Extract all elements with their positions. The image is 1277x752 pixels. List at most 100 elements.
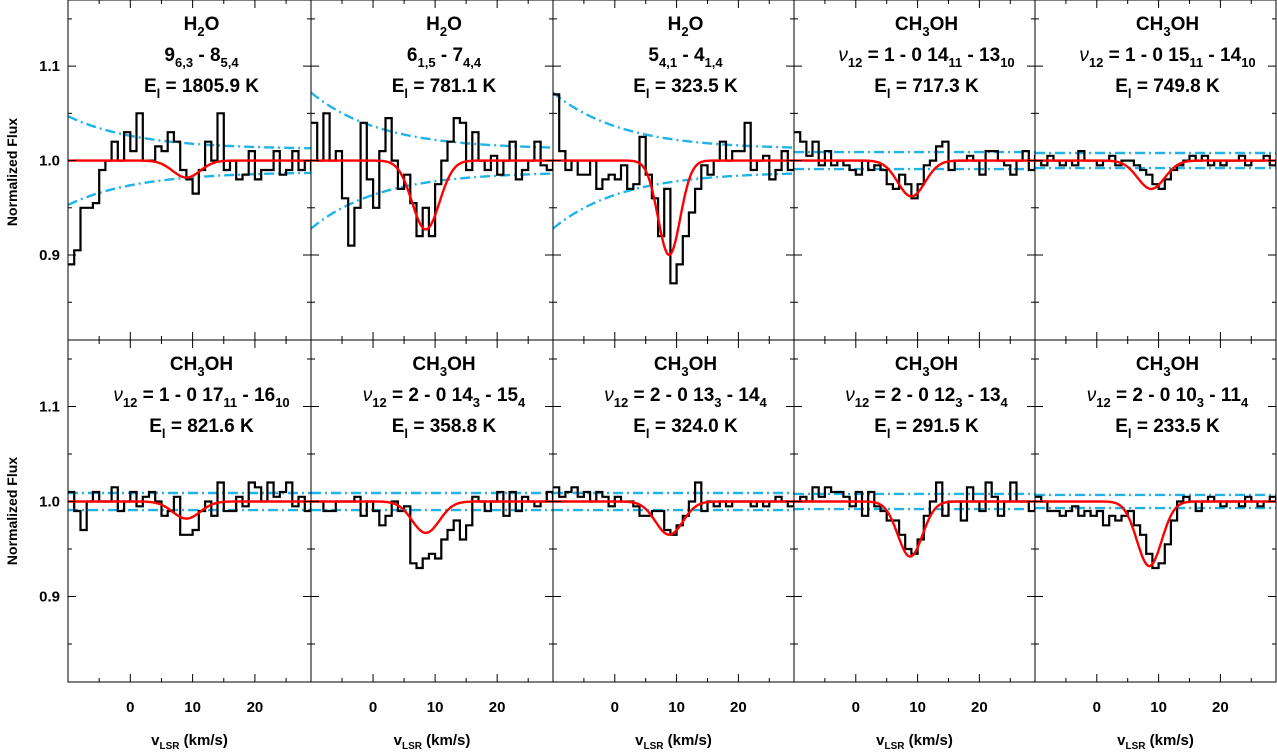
x-label-sub: LSR — [1125, 741, 1146, 752]
panel-title-line-2: ν12​ = 2 - 0 103​ - 114​ — [1087, 385, 1249, 410]
gaussian-fit — [68, 159, 311, 179]
panel-title-line-3: El​ = 233.5 K — [1115, 416, 1220, 441]
subscript: 4 — [760, 395, 768, 410]
ticks — [311, 0, 553, 340]
subscript: 2 — [197, 24, 204, 39]
title-segment: = 2 - 0 13 — [628, 385, 714, 406]
panel-title-line-1: CH3​OH — [412, 354, 475, 379]
title-segment: 5 — [648, 45, 659, 66]
x-label-sub: LSR — [402, 741, 423, 752]
title-segment: - 13 — [963, 385, 1001, 406]
ticks — [794, 340, 1035, 682]
title-segment: - 4 — [677, 45, 705, 66]
title-segment: - 8 — [193, 45, 220, 66]
panel-title-line-1: CH3​OH — [895, 354, 958, 379]
y-axis-label-bottom: Normalized Flux — [4, 457, 20, 565]
gaussian-fit — [1035, 500, 1276, 568]
gaussian-fit — [311, 159, 553, 231]
observed-spectrum — [311, 490, 553, 570]
x-label-main: v — [1117, 732, 1126, 749]
title-segment: - 7 — [436, 45, 463, 66]
panel-3: CH3​OH ν12​ = 1 - 0 1411​ - 1310​ El​ = 71… — [794, 0, 1035, 340]
plot-area — [794, 131, 1035, 200]
y-tick-label: 1.1 — [39, 399, 60, 416]
title-segment: = 291.5 K — [891, 416, 979, 437]
plot-area — [1035, 150, 1276, 191]
ticks — [553, 340, 794, 682]
title-segment: CH — [1136, 354, 1163, 375]
ticks — [68, 340, 311, 682]
subscript: 4,1 — [659, 55, 677, 70]
title-segment: E — [874, 76, 887, 97]
noise-envelope-lower — [553, 172, 794, 230]
ticks — [311, 340, 553, 682]
panel-title-line-1: CH3​OH — [1136, 354, 1199, 379]
subscript: l — [1128, 86, 1132, 101]
x-label-sub: LSR — [159, 741, 180, 752]
subscript: 3 — [1163, 364, 1170, 379]
title-segment: = 2 - 0 14 — [387, 385, 474, 406]
panel-title-line-3: El​ = 821.6 K — [149, 416, 254, 441]
panel-9: CH3​OH ν12​ = 2 - 0 103​ - 114​ El​ = 233.… — [1035, 340, 1276, 682]
subscript: 12 — [1096, 395, 1110, 410]
title-segment: = 323.5 K — [650, 76, 738, 97]
title-segment: = 233.5 K — [1132, 416, 1220, 437]
panel-title-line-2: ν12​ = 2 - 0 133​ - 144​ — [604, 385, 767, 410]
panel-title-line-3: El​ = 717.3 K — [874, 76, 979, 101]
x-label-unit: (km/s) — [1145, 732, 1193, 749]
x-tick-label: 0 — [126, 699, 134, 716]
title-segment: CH — [170, 354, 197, 375]
panel-2: H2​O 54,1​ - 41,4​ El​ = 323.5 K — [553, 0, 794, 340]
subscript: 12 — [123, 395, 137, 410]
panel-title-line-1: CH3​OH — [895, 14, 958, 39]
observed-spectrum — [68, 481, 311, 536]
subscript: 12 — [372, 395, 386, 410]
observed-spectrum — [553, 481, 794, 536]
title-segment: E — [633, 76, 646, 97]
title-segment: H — [184, 14, 198, 35]
title-segment: = 717.3 K — [891, 76, 979, 97]
subscript: 11 — [223, 395, 237, 410]
plot-area — [311, 91, 553, 247]
x-tick-label: 0 — [852, 699, 860, 716]
subscript: l — [646, 426, 650, 441]
x-tick-label: 10 — [184, 699, 201, 716]
subscript: 3 — [714, 395, 721, 410]
x-label-unit: (km/s) — [422, 732, 470, 749]
subscript: 6,3 — [175, 55, 193, 70]
y-axis-label-top: Normalized Flux — [4, 118, 20, 226]
x-axis-label: vLSR (km/s) — [394, 732, 471, 752]
subscript: 3 — [197, 364, 204, 379]
panel-title-line-3: El​ = 291.5 K — [874, 416, 979, 441]
plot-area — [794, 481, 1035, 558]
panel-title-line-1: CH3​OH — [654, 354, 717, 379]
title-segment: E — [633, 416, 646, 437]
subscript: 3 — [1163, 24, 1170, 39]
observed-spectrum — [68, 112, 311, 266]
plot-area — [311, 490, 553, 570]
title-segment: - 11 — [1204, 385, 1241, 406]
title-segment: OH — [205, 354, 234, 375]
x-tick-label: 20 — [971, 699, 988, 716]
subscript: 2 — [681, 24, 688, 39]
title-segment: = 1805.9 K — [160, 76, 259, 97]
title-segment: OH — [1171, 354, 1200, 375]
x-axis-label: vLSR (km/s) — [1117, 732, 1194, 752]
panels-layer: H2​O 96,3​ - 85,4​ El​ = 1805.9 K H2​O 61,5​… — [68, 0, 1276, 682]
title-segment: - 13 — [962, 45, 1000, 66]
panel-title-line-1: H2​O — [184, 14, 220, 39]
title-segment: = 749.8 K — [1132, 76, 1220, 97]
panel-title-line-2: 54,1​ - 41,4​ — [648, 45, 723, 70]
subscript: 2 — [440, 24, 447, 39]
x-axis-label: vLSR (km/s) — [151, 732, 228, 752]
subscript: 3 — [1197, 395, 1204, 410]
x-tick-label: 0 — [369, 699, 377, 716]
y-tick-label: 0.9 — [39, 247, 60, 264]
title-segment: ν — [1087, 385, 1097, 406]
observed-spectrum — [794, 131, 1035, 200]
subscript: 10 — [1241, 55, 1255, 70]
subscript: 1,5 — [417, 55, 435, 70]
panel-title-line-2: ν12​ = 1 - 0 1411​ - 1310​ — [838, 45, 1014, 70]
